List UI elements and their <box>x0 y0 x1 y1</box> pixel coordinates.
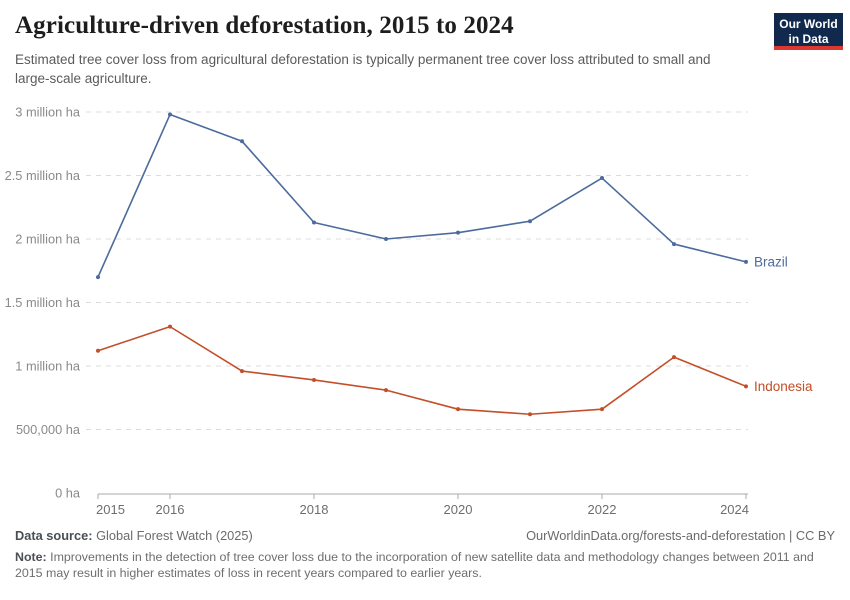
series-indonesia: Indonesia <box>96 324 813 417</box>
y-axis-tick-label: 500,000 ha <box>16 422 81 437</box>
y-axis-tick-label: 1 million ha <box>15 359 81 374</box>
line-chart: 0 ha 500,000 ha 1 million ha 1.5 million ha… <box>5 105 813 518</box>
data-point[interactable] <box>456 407 460 412</box>
x-axis-tick-label: 2015 <box>96 502 125 517</box>
series-line-brazil[interactable] <box>97 113 747 278</box>
owid-logo-line2: in Data <box>788 31 829 46</box>
owid-logo-line1: Our World <box>779 17 838 31</box>
data-point[interactable] <box>528 219 532 224</box>
data-source: Data source: Global Forest Watch (2025) <box>15 528 253 543</box>
y-axis-tick-label: 1.5 million ha <box>5 295 81 310</box>
data-point[interactable] <box>456 230 460 235</box>
data-point[interactable] <box>600 407 604 412</box>
data-point[interactable] <box>600 176 604 181</box>
data-point[interactable] <box>528 412 532 417</box>
data-point[interactable] <box>240 139 244 144</box>
data-source-label: Data source: <box>15 528 93 543</box>
data-point[interactable] <box>384 388 388 393</box>
data-point[interactable] <box>744 259 748 264</box>
owid-logo[interactable]: Our World in Data <box>774 13 843 50</box>
data-point[interactable] <box>168 324 172 329</box>
y-axis-tick-label: 3 million ha <box>15 105 81 120</box>
series-line-indonesia[interactable] <box>97 325 747 416</box>
y-axis-tick-label: 0 ha <box>55 486 81 501</box>
y-axis-tick-label: 2 million ha <box>15 232 81 247</box>
data-point[interactable] <box>240 369 244 374</box>
series-label-indonesia[interactable]: Indonesia <box>754 379 813 394</box>
data-point[interactable] <box>672 355 676 360</box>
y-axis-tick-label: 2.5 million ha <box>5 168 81 183</box>
footer-note-text: Improvements in the detection of tree co… <box>15 550 814 581</box>
page-title: Agriculture-driven deforestation, 2015 t… <box>15 12 514 39</box>
data-point[interactable] <box>744 384 748 389</box>
footer-note-label: Note: <box>15 550 47 564</box>
x-axis-tick-label: 2020 <box>444 502 473 517</box>
footer-note: Note: Improvements in the detection of t… <box>15 549 835 582</box>
x-axis-tick-label: 2024 <box>720 502 749 517</box>
series-label-brazil[interactable]: Brazil <box>754 254 788 269</box>
data-point[interactable] <box>96 275 100 280</box>
data-point[interactable] <box>168 112 172 117</box>
x-axis-tick-label: 2016 <box>156 502 185 517</box>
data-point[interactable] <box>672 242 676 247</box>
license-link[interactable]: OurWorldinData.org/forests-and-deforesta… <box>526 528 835 543</box>
data-point[interactable] <box>96 348 100 353</box>
chart-footer: Data source: Global Forest Watch (2025) … <box>15 528 835 582</box>
data-point[interactable] <box>384 237 388 241</box>
data-point[interactable] <box>312 220 316 225</box>
x-axis-tick-label: 2022 <box>588 502 617 517</box>
series-brazil: Brazil <box>96 112 788 280</box>
data-source-value[interactable]: Global Forest Watch (2025) <box>96 528 253 543</box>
chart-subtitle: Estimated tree cover loss from agricultu… <box>15 52 711 86</box>
x-axis-tick-label: 2018 <box>300 502 329 517</box>
data-point[interactable] <box>312 377 316 382</box>
